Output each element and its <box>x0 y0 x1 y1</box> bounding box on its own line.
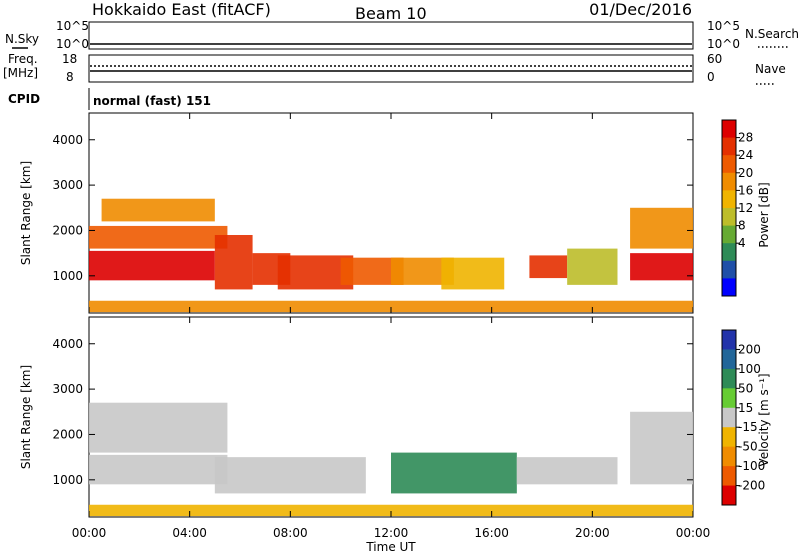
colorbar-swatch <box>722 485 736 506</box>
y-tick-label: 3000 <box>52 178 83 192</box>
power-colorbar-label: Power [dB] <box>757 182 771 247</box>
colorbar-tick-label: 8 <box>738 219 746 233</box>
colorbar-swatch <box>722 172 736 191</box>
power-region <box>101 198 215 222</box>
colorbar-tick-label: -50 <box>738 440 758 454</box>
colorbar-swatch <box>722 243 736 262</box>
colorbar-tick-label: 16 <box>738 183 753 197</box>
power-colorbar: 28 24 20 16 12 8 4 <box>721 119 753 297</box>
power-region <box>630 207 693 249</box>
colorbar-swatch <box>722 427 736 448</box>
colorbar-swatch <box>722 407 736 428</box>
freq-tick-bottom: 8 <box>66 70 74 84</box>
nave-tick-bottom: 0 <box>707 70 715 84</box>
velocity-colorbar-label: Velocity [m s⁻¹] <box>757 373 771 466</box>
nsearch-label: N.Search <box>745 27 799 41</box>
colorbar-tick-label: 12 <box>738 201 753 215</box>
beam-label: Beam 10 <box>355 4 427 23</box>
x-tick-label: 12:00 <box>374 526 409 540</box>
power-region <box>529 255 568 279</box>
colorbar-swatch <box>722 225 736 244</box>
power-region <box>441 257 505 290</box>
nsky-label: N.Sky <box>5 32 39 46</box>
y-tick-label: 4000 <box>52 133 83 147</box>
freq-tick-top: 18 <box>62 52 77 66</box>
colorbar-tick-label: 20 <box>738 166 753 180</box>
colorbar-tick-label: -200 <box>738 479 765 493</box>
colorbar-tick-label: 100 <box>738 362 761 376</box>
colorbar-tick-label: 50 <box>738 381 753 395</box>
colorbar-tick-label: -100 <box>738 459 765 473</box>
velocity-region <box>516 457 618 485</box>
x-tick-label: 04:00 <box>172 526 207 540</box>
colorbar-swatch <box>722 349 736 370</box>
cpid-value: normal (fast) 151 <box>93 94 211 108</box>
velocity-heatmap <box>89 402 693 517</box>
x-tick-label: 00:00 <box>676 526 711 540</box>
colorbar-frame <box>721 329 737 506</box>
freq-strip-frame <box>88 54 694 83</box>
freq-label: Freq. <box>8 52 38 66</box>
power-region <box>89 225 228 249</box>
colorbar-tick-label: 24 <box>738 148 753 162</box>
colorbar-swatch <box>722 330 736 350</box>
x-tick-label: 16:00 <box>474 526 509 540</box>
colorbar-tick-label: 200 <box>738 342 761 356</box>
colorbar-swatch <box>722 466 736 487</box>
colorbar-swatch <box>722 137 736 156</box>
xlabel: Time UT <box>365 540 416 554</box>
velocity-region <box>391 452 517 494</box>
power-region <box>89 300 693 313</box>
nsearch-tick-top: 10^5 <box>707 19 740 33</box>
power-region <box>89 250 215 281</box>
colorbar-tick-label: 4 <box>738 236 746 250</box>
y-tick-label: 3000 <box>52 382 83 396</box>
colorbar-swatch <box>722 155 736 174</box>
power-ylabel: Slant Range [km] <box>19 161 33 265</box>
nave-label: Nave <box>755 62 786 76</box>
x-tick-label: 08:00 <box>273 526 308 540</box>
y-tick-label: 1000 <box>52 269 83 283</box>
nsky-tick-top: 10^5 <box>56 19 89 33</box>
velocity-ylabel: Slant Range [km] <box>19 365 33 469</box>
nsky-strip-frame <box>88 21 694 50</box>
y-tick-label: 4000 <box>52 337 83 351</box>
colorbar-swatch <box>722 120 736 139</box>
velocity-region <box>214 457 366 494</box>
velocity-colorbar: 200 100 50 15 -15 -50 -100 -200 <box>721 329 765 506</box>
nsky-tick-bottom: 10^0 <box>56 37 89 51</box>
colorbar-swatch <box>722 446 736 467</box>
y-tick-label: 2000 <box>52 427 83 441</box>
colorbar-swatch <box>722 208 736 227</box>
power-heatmap <box>89 198 693 313</box>
power-region <box>567 248 618 285</box>
y-tick-label: 1000 <box>52 473 83 487</box>
velocity-region <box>630 411 693 485</box>
nsearch-tick-bottom: 10^0 <box>707 37 740 51</box>
power-region <box>214 234 253 290</box>
x-tick-label: 20:00 <box>575 526 610 540</box>
colorbar-swatch <box>722 278 736 297</box>
date-label: 01/Dec/2016 <box>589 0 692 19</box>
velocity-region <box>89 454 228 485</box>
colorbar-swatch <box>722 190 736 209</box>
cpid-label: CPID <box>8 92 40 106</box>
freq-unit: [MHz] <box>3 66 38 80</box>
x-tick-label: 00:00 <box>72 526 107 540</box>
colorbar-swatch <box>722 260 736 279</box>
y-tick-label: 2000 <box>52 223 83 237</box>
velocity-region <box>89 504 693 517</box>
colorbar-swatch <box>722 368 736 389</box>
velocity-region <box>89 402 228 453</box>
colorbar-swatch <box>722 388 736 409</box>
colorbar-tick-label: 28 <box>738 131 753 145</box>
plot-title: Hokkaido East (fitACF) <box>92 0 271 19</box>
nave-tick-top: 60 <box>707 52 722 66</box>
colorbar-tick-label: 15 <box>738 401 753 415</box>
colorbar-tick-label: -15 <box>738 420 758 434</box>
power-region <box>630 253 693 281</box>
